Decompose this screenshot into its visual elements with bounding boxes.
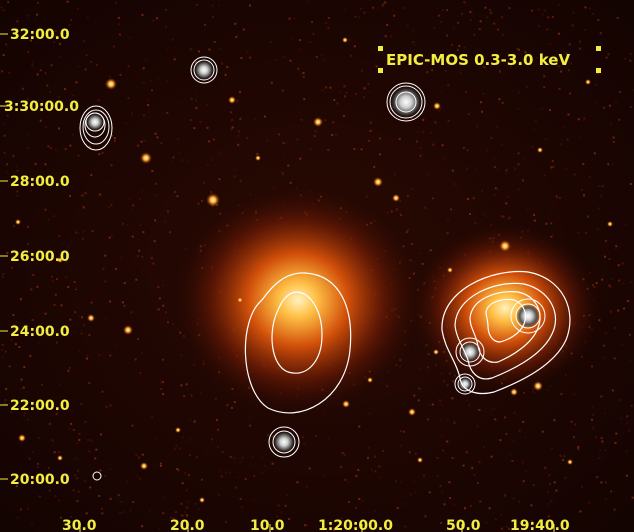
energy-band-label: EPIC-MOS 0.3-3.0 keV xyxy=(386,51,570,69)
point-sources xyxy=(15,37,613,503)
y-axis: 32:00.0 3:30:00.0 28:00.0 26:00.0 24:00.… xyxy=(0,27,79,488)
x-tick-label: 50.0 xyxy=(446,518,481,532)
y-tick-label: 22:00.0 xyxy=(10,398,70,414)
y-tick-label: 24:00.0 xyxy=(10,324,70,340)
contours-right xyxy=(441,270,571,395)
extended-source-right xyxy=(410,223,600,393)
contours-center xyxy=(244,272,352,414)
x-tick-label: 10.0 xyxy=(250,518,285,532)
x-tick-label: 20.0 xyxy=(170,518,205,532)
y-tick-label: 26:00.0 xyxy=(10,249,70,265)
y-tick-label: 28:00.0 xyxy=(10,174,70,190)
y-tick-label: 3:30:00.0 xyxy=(4,99,79,115)
x-axis: 30.0 20.0 10.0 1:20:00.0 50.0 19:40.0 xyxy=(62,518,570,532)
x-tick-label: 1:20:00.0 xyxy=(318,518,393,532)
energy-band-caption: EPIC-MOS 0.3-3.0 keV xyxy=(378,46,601,73)
contoured-point-sources xyxy=(79,56,546,481)
x-tick-label: 30.0 xyxy=(62,518,97,532)
x-tick-label: 19:40.0 xyxy=(510,518,570,532)
extended-source-center xyxy=(173,185,423,415)
y-tick-label: 32:00.0 xyxy=(10,27,70,43)
y-tick-label: 20:00.0 xyxy=(10,472,70,488)
